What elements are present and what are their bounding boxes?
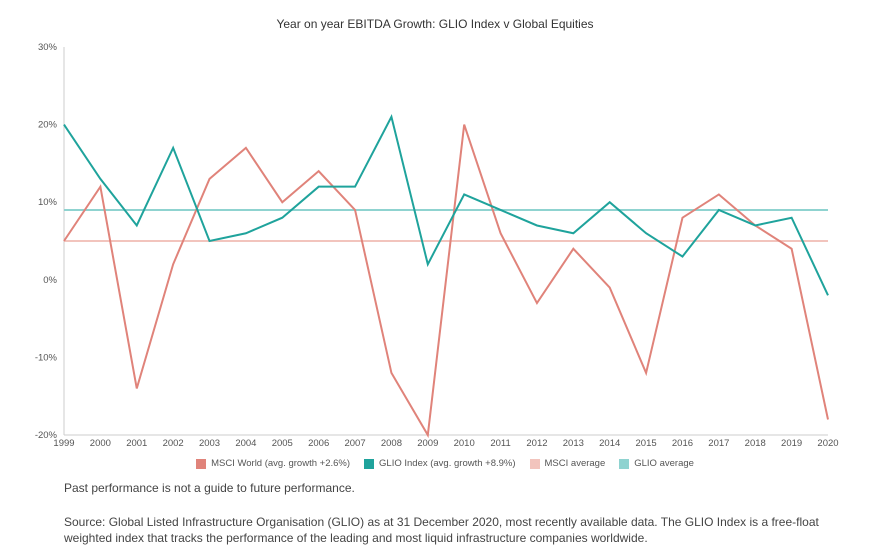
legend-label: GLIO average (634, 458, 694, 469)
x-tick-label: 2015 (636, 438, 657, 449)
source-note: Source: Global Listed Infrastructure Org… (64, 515, 819, 545)
series-line-msci (63, 124, 829, 439)
x-tick-label: 2002 (163, 438, 184, 449)
x-tick-label: 2011 (490, 438, 510, 449)
legend-item[interactable]: MSCI average (529, 458, 606, 469)
x-tick-label: 2001 (126, 438, 147, 449)
disclaimer: Past performance is not a guide to futur… (64, 481, 355, 495)
x-tick-label: 2000 (90, 438, 111, 449)
x-tick-label: 1999 (53, 438, 74, 449)
legend: MSCI World (avg. growth +2.6%) GLIO Index… (0, 458, 870, 469)
legend-label: MSCI average (544, 458, 606, 469)
y-tick-label: 20% (38, 120, 58, 131)
x-tick-label: 2014 (599, 438, 620, 449)
legend-item[interactable]: MSCI World (avg. growth +2.6%) (196, 458, 350, 469)
legend-swatch (619, 458, 630, 469)
y-tick-label: -20% (35, 430, 58, 441)
y-tick-label: -10% (35, 352, 58, 363)
x-tick-label: 2009 (417, 438, 438, 449)
x-tick-label: 2018 (745, 438, 766, 449)
x-tick-label: 2003 (199, 438, 220, 449)
x-tick-label: 2008 (381, 438, 402, 449)
x-tick-label: 2016 (672, 438, 693, 449)
series-line-glio (63, 114, 829, 296)
x-tick-label: 2006 (308, 438, 329, 449)
legend-label: MSCI World (avg. growth +2.6%) (211, 458, 351, 469)
legend-label: GLIO Index (avg. growth +8.9%) (379, 458, 516, 469)
chart-title: Year on year EBITDA Growth: GLIO Index v… (276, 17, 593, 31)
legend-swatch (364, 458, 375, 469)
legend-swatch (196, 458, 207, 469)
y-tick-label: 30% (38, 42, 58, 53)
x-tick-label: 2012 (526, 438, 547, 449)
y-tick-label: 10% (38, 197, 58, 208)
x-tick-label: 2005 (272, 438, 293, 449)
x-tick-label: 2004 (235, 438, 256, 449)
x-tick-label: 2019 (781, 438, 802, 449)
line-chart: Year on year EBITDA Growth: GLIO Index v… (35, 17, 839, 449)
legend-item[interactable]: GLIO average (619, 458, 694, 469)
x-tick-label: 2013 (563, 438, 584, 449)
x-tick-label: 2010 (454, 438, 475, 449)
x-tick-label: 2017 (708, 438, 729, 449)
y-tick-label: 0% (43, 275, 57, 286)
legend-item[interactable]: GLIO Index (avg. growth +8.9%) (364, 458, 516, 469)
x-tick-label: 2007 (344, 438, 365, 449)
legend-swatch (529, 458, 540, 469)
x-tick-label: 2020 (817, 438, 838, 449)
